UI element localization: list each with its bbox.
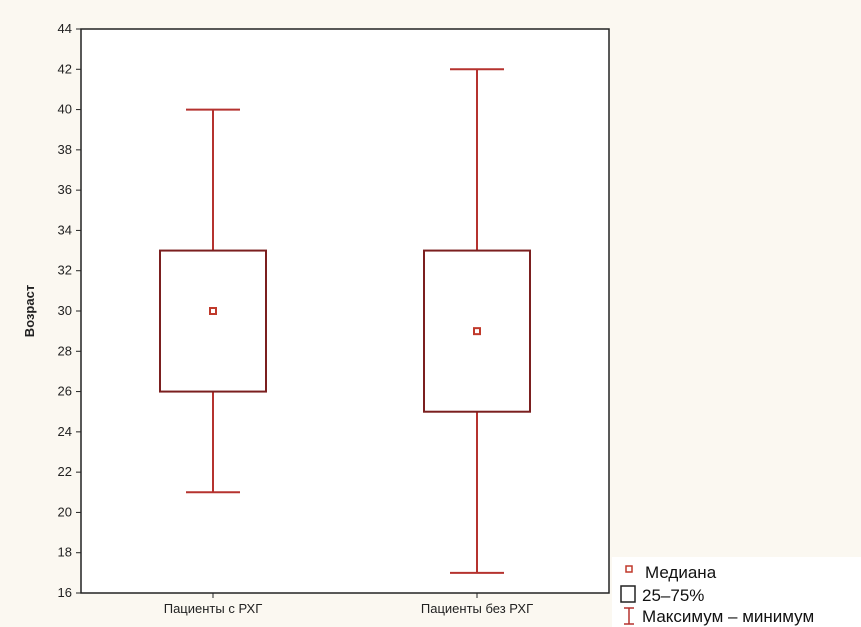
- y-tick-label: 22: [58, 464, 72, 479]
- y-tick-label: 44: [58, 21, 72, 36]
- y-tick-label: 16: [58, 585, 72, 600]
- legend-background: [612, 557, 861, 627]
- y-tick-label: 38: [58, 142, 72, 157]
- legend-whisker-label: Максимум – минимум: [642, 607, 814, 626]
- y-tick-label: 36: [58, 182, 72, 197]
- x-axis: Пациенты с РХГ Пациенты без РХГ: [164, 593, 533, 616]
- y-axis-label: Возраст: [22, 285, 37, 337]
- legend-box-label: 25–75%: [642, 586, 704, 605]
- box-group: [159, 108, 267, 494]
- x-tick-label: Пациенты с РХГ: [164, 601, 263, 616]
- box-group: [423, 68, 531, 574]
- legend-box-icon: [620, 585, 636, 603]
- iqr-box: [159, 249, 267, 393]
- y-tick-label: 26: [58, 384, 72, 399]
- y-tick-label: 32: [58, 263, 72, 278]
- y-tick-label: 18: [58, 545, 72, 560]
- y-tick-label: 42: [58, 61, 72, 76]
- y-tick-label: 40: [58, 102, 72, 117]
- median-marker: [473, 327, 481, 336]
- x-tick-label: Пациенты без РХГ: [421, 601, 533, 616]
- boxes: [159, 68, 531, 574]
- y-tick-label: 28: [58, 343, 72, 358]
- y-tick-label: 24: [58, 424, 72, 439]
- y-axis: 16 18 20 22 24 26 28 30 32 34 36 38 40 42 44: [58, 21, 81, 600]
- legend: Медиана 25–75% Максимум – минимум: [620, 563, 814, 626]
- legend-median-icon: [625, 565, 633, 573]
- y-tick-label: 30: [58, 303, 72, 318]
- legend-whisker-icon: [624, 607, 634, 625]
- legend-median-label: Медиана: [645, 563, 717, 582]
- y-tick-label: 34: [58, 222, 72, 237]
- y-tick-label: 20: [58, 504, 72, 519]
- median-marker: [209, 307, 217, 315]
